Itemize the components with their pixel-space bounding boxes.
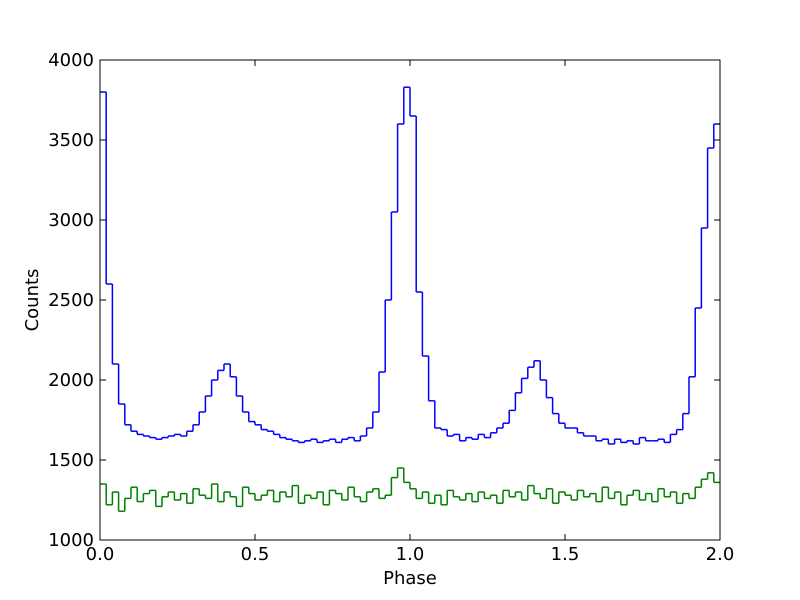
x-tick-label: 1.5 (551, 544, 580, 565)
y-axis-label: Counts (22, 269, 43, 332)
y-tick-label: 4000 (48, 50, 94, 71)
y-tick-label: 2500 (48, 290, 94, 311)
x-axis-label: Phase (383, 568, 437, 589)
x-tick-label: 0.0 (86, 544, 115, 565)
x-tick-label: 0.5 (241, 544, 270, 565)
step-riser (105, 468, 715, 512)
y-tick-label: 2000 (48, 370, 94, 391)
y-tick-label: 1500 (48, 450, 94, 471)
x-tick-label: 2.0 (706, 544, 735, 565)
y-tick-label: 3500 (48, 130, 94, 151)
y-tick-label: 1000 (48, 530, 94, 551)
y-tick-label: 3000 (48, 210, 94, 231)
x-tick-label: 1.0 (396, 544, 425, 565)
